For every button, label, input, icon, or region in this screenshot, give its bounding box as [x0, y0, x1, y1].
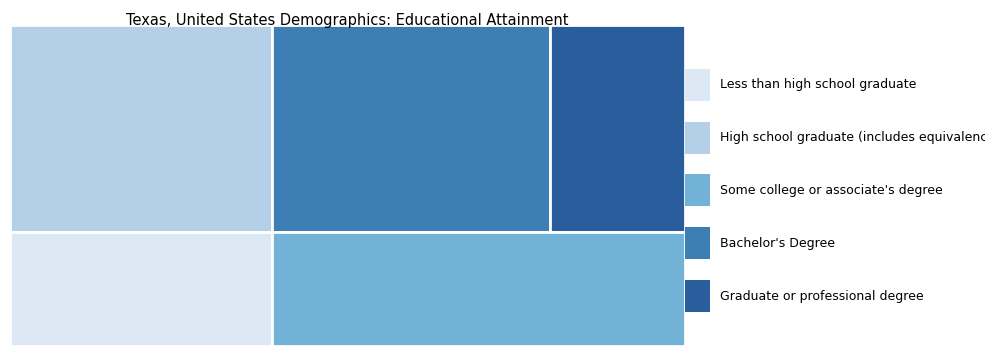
Bar — [550, 25, 685, 232]
Bar — [685, 280, 710, 312]
Bar — [10, 25, 272, 232]
Text: Bachelor's Degree: Bachelor's Degree — [720, 237, 835, 250]
Text: Some college or associate's degree: Some college or associate's degree — [720, 184, 944, 197]
Text: High school graduate (includes equivalency): High school graduate (includes equivalen… — [720, 131, 985, 144]
Text: Texas, United States Demographics: Educational Attainment: Texas, United States Demographics: Educa… — [126, 13, 568, 28]
Bar — [10, 232, 272, 346]
Bar — [685, 122, 710, 154]
Text: Less than high school graduate: Less than high school graduate — [720, 78, 917, 91]
Bar — [685, 174, 710, 206]
Bar — [685, 227, 710, 259]
Bar — [685, 69, 710, 101]
Bar — [272, 25, 550, 232]
Bar — [272, 232, 685, 346]
Text: Graduate or professional degree: Graduate or professional degree — [720, 290, 924, 302]
